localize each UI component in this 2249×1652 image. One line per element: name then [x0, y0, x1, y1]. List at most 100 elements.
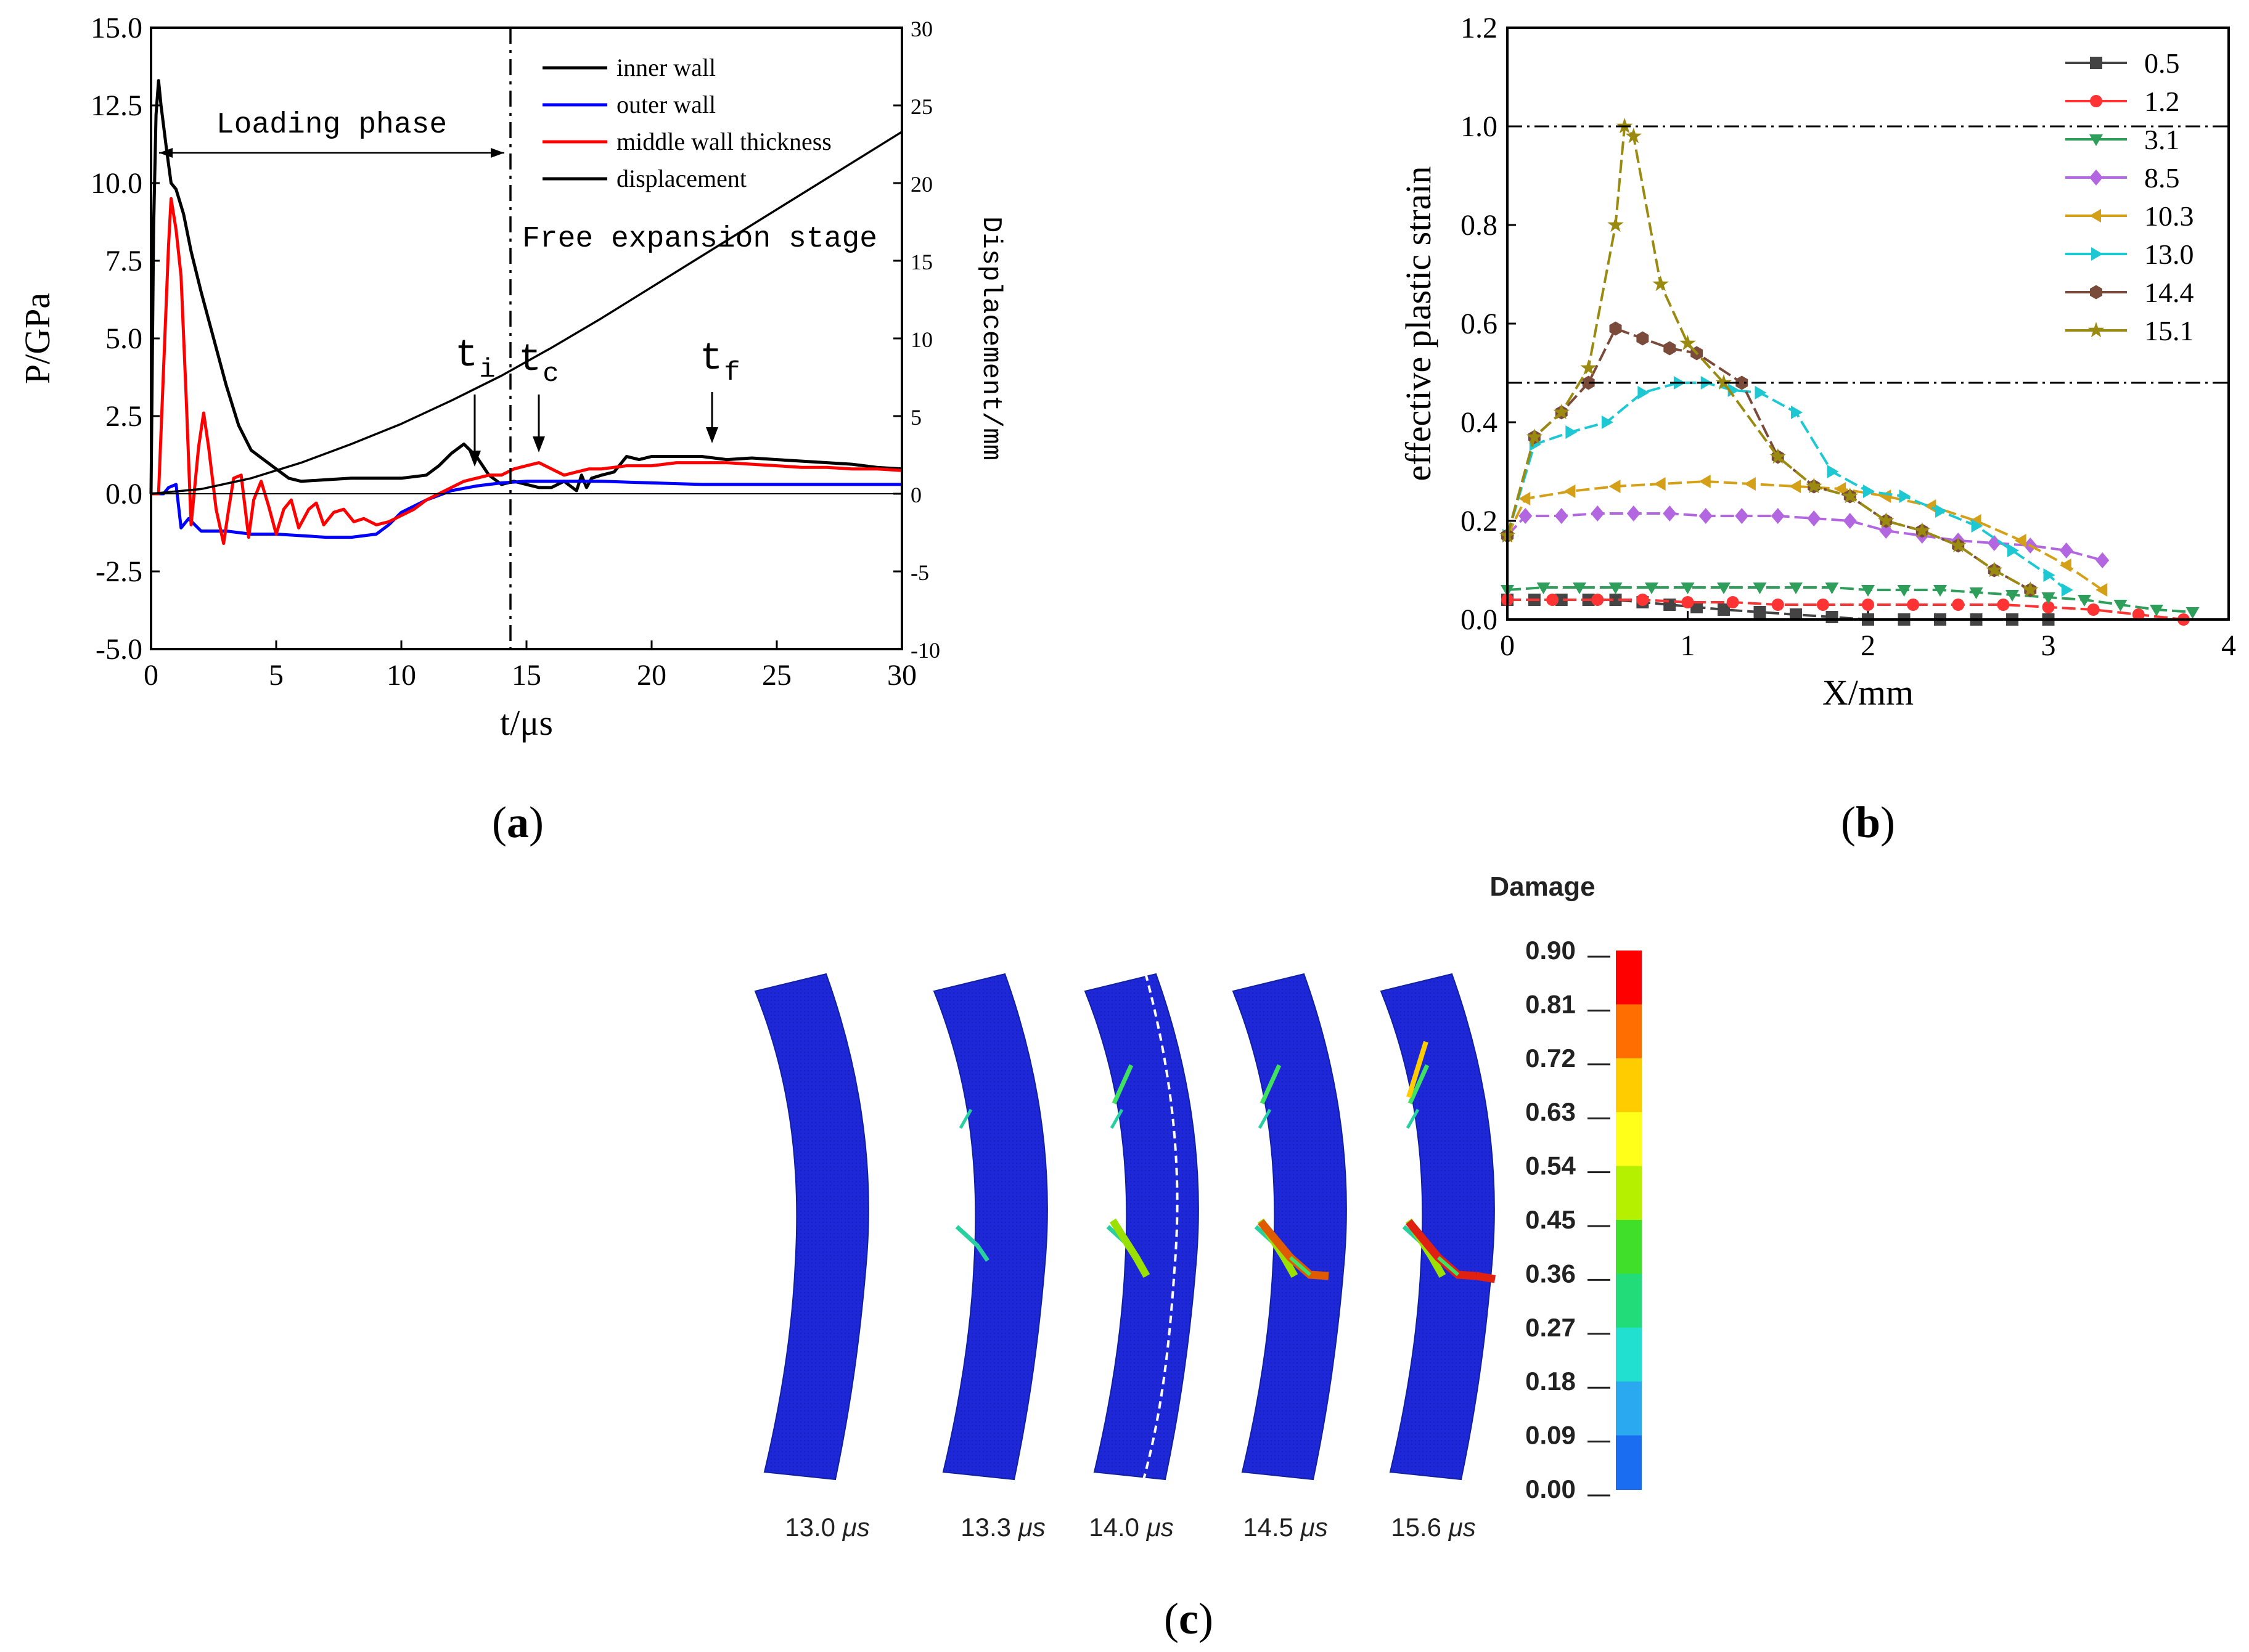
- crack-mark: [955, 1225, 989, 1262]
- a-xtick-label: 20: [637, 659, 666, 692]
- data-point-circle: [1816, 599, 1829, 611]
- data-point-triangle-right: [1899, 489, 1911, 503]
- frame-time-label: 13.0 μs: [785, 1513, 869, 1542]
- colorbar-segment: [1616, 1274, 1642, 1328]
- a-ytick-label: 12.5: [91, 89, 142, 122]
- frame-time-label: 14.5 μs: [1243, 1513, 1327, 1542]
- data-point-triangle-down: [2078, 595, 2091, 607]
- data-point-triangle-down: [2005, 590, 2019, 602]
- data-point-star: [1553, 404, 1570, 420]
- a-y2tick-label: 25: [911, 94, 933, 119]
- frame-time-label: 14.0 μs: [1089, 1513, 1173, 1542]
- a-xtick-label: 30: [887, 659, 917, 692]
- data-point-circle: [1546, 594, 1559, 606]
- data-point-triangle-right: [2061, 583, 2073, 597]
- a-xtick-label: 5: [269, 659, 284, 692]
- colorbar-segment: [1616, 1112, 1642, 1167]
- midline-dashed: [1141, 961, 1179, 1480]
- data-point-circle: [2132, 608, 2145, 621]
- colorbar-segment: [1616, 1058, 1642, 1113]
- series-line: [1506, 382, 2068, 591]
- panel-a-legend: inner wall outer wall middle wall thicknes…: [543, 54, 832, 192]
- data-point-star: [1769, 448, 1787, 464]
- a-y2tick-label: 0: [911, 483, 922, 507]
- data-point-circle: [1907, 599, 1920, 611]
- data-point-triangle-down: [2186, 607, 2200, 619]
- frame-time-label: 13.3 μs: [961, 1513, 1045, 1542]
- shell-segment: [1084, 973, 1199, 1481]
- a-y2tick-label: 15: [911, 250, 933, 274]
- b-ytick-label: 0.2: [1460, 505, 1497, 538]
- data-point-star: [1679, 335, 1696, 351]
- colorbar-tick-label: 0.00: [1525, 1474, 1576, 1503]
- a-ytick-label: 2.5: [105, 400, 142, 433]
- data-point-triangle-right: [1791, 406, 1803, 419]
- tc-label: tc: [518, 338, 559, 390]
- colorbar-tick-label: 0.81: [1525, 989, 1576, 1018]
- a-ytick-label: 5.0: [105, 322, 142, 355]
- colorbar-tick-label: 0.36: [1525, 1259, 1576, 1288]
- colorbar-tick-label: 0.09: [1525, 1421, 1576, 1450]
- colorbar-tick-label: 0.63: [1525, 1097, 1576, 1126]
- shell-segment: [754, 973, 869, 1481]
- a-y2tick-label: -10: [911, 638, 940, 663]
- colorbar-segment: [1616, 1435, 1642, 1490]
- legend-label: middle wall thickness: [617, 128, 832, 155]
- tc-arrow: [533, 395, 545, 452]
- panel-c-caption: (c): [1164, 1594, 1213, 1643]
- data-point-triangle-down: [2150, 605, 2163, 616]
- data-point-star: [1914, 522, 1931, 538]
- legend-label: 10.3: [2144, 200, 2194, 232]
- damage-frame: [933, 973, 1048, 1481]
- loading-phase-arrow: [159, 148, 504, 158]
- data-point-circle: [2087, 603, 2100, 616]
- series-line: [1506, 480, 2104, 591]
- a-y2tick-label: -5: [911, 560, 929, 585]
- legend-label: 13.0: [2144, 239, 2194, 270]
- data-point-triangle-right: [1601, 415, 1613, 429]
- b-xtick-label: 0: [1500, 629, 1515, 662]
- data-point-triangle-left: [2095, 583, 2108, 597]
- data-point-triangle-left: [1789, 480, 1801, 493]
- data-point-triangle-down: [2041, 592, 2055, 604]
- data-point-hexagon: [1582, 375, 1595, 390]
- crack-mark: [1475, 1272, 1496, 1283]
- data-point-circle: [1952, 599, 1965, 611]
- panel-a-chart: 0 5 10 15 20 25 30 -5.0 -2.5 0.0 2.5 5.0 7.5 10.0 12.5…: [17, 12, 1006, 847]
- data-point-star: [1625, 128, 1642, 144]
- a-xtick-label: 25: [762, 659, 792, 692]
- data-point-triangle-down: [1861, 585, 1875, 597]
- series-displacement: [150, 131, 903, 495]
- colorbar-segment: [1616, 951, 1642, 1005]
- data-point-triangle-down: [1789, 583, 1803, 594]
- data-point-triangle-right: [2091, 247, 2103, 261]
- data-point-triangle-left: [1653, 477, 1666, 491]
- data-point-triangle-left: [1924, 499, 1936, 513]
- colorbar-tick-label: 0.27: [1525, 1313, 1576, 1342]
- data-point-triangle-down: [1969, 587, 1983, 599]
- panel-b-xlabel: X/mm: [1822, 673, 1914, 713]
- data-point-hexagon: [1663, 341, 1676, 356]
- legend-label: inner wall: [617, 54, 716, 81]
- data-point-star: [2022, 581, 2039, 597]
- damage-frame: [1380, 973, 1496, 1481]
- legend-label: displacement: [617, 165, 747, 192]
- data-point-square: [2090, 57, 2102, 69]
- data-point-circle: [1997, 599, 2010, 611]
- data-point-star: [1841, 488, 1859, 504]
- data-point-star: [1607, 216, 1624, 232]
- data-point-diamond: [1771, 508, 1785, 524]
- b-ytick-label: 1.0: [1460, 110, 1497, 143]
- panel-a-plot-frame: [150, 27, 903, 650]
- data-point-triangle-down: [2089, 134, 2103, 146]
- colorbar-tick-label: 0.45: [1525, 1205, 1576, 1234]
- data-point-diamond: [1843, 513, 1857, 529]
- data-point-triangle-down: [1573, 583, 1586, 594]
- a-ytick-label: -2.5: [96, 555, 142, 588]
- panel-c-damage-figure: Damage 0.900.810.720.630.540.450.360.270…: [754, 872, 1642, 1643]
- series-10.3: [1501, 475, 2108, 597]
- series-14.4: [1501, 321, 2037, 597]
- legend-label: outer wall: [617, 91, 716, 118]
- b-ytick-label: 0.6: [1460, 308, 1497, 340]
- colorbar-tick-label: 0.90: [1525, 936, 1576, 965]
